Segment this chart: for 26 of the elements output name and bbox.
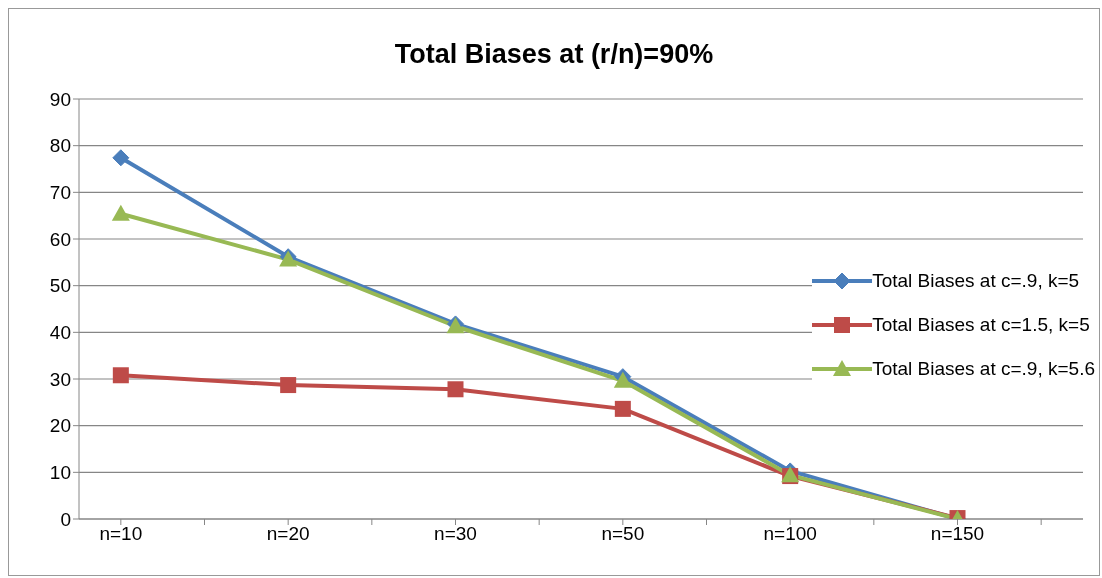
y-tick-label: 20: [49, 415, 71, 437]
y-tick-label: 0: [60, 508, 71, 530]
y-tick-label: 70: [49, 182, 71, 204]
y-tick-label: 30: [49, 368, 71, 390]
y-tick-label: 90: [49, 88, 71, 110]
x-tick-label: n=50: [601, 523, 645, 545]
legend-label: Total Biases at c=.9, k=5: [872, 270, 1080, 292]
y-tick-label: 40: [49, 322, 71, 344]
point: [447, 381, 464, 398]
point: [112, 367, 129, 384]
x-tick-label: n=150: [930, 523, 985, 545]
x-tick-label: n=30: [434, 523, 477, 545]
point: [280, 377, 297, 394]
x-tick-label: n=20: [266, 523, 310, 545]
point: [111, 204, 130, 221]
x-tick-label: n=10: [99, 523, 143, 545]
y-tick-label: 50: [49, 275, 71, 297]
point: [112, 149, 130, 167]
point: [614, 400, 631, 417]
legend-label: Total Biases at c=1.5, k=5: [872, 314, 1090, 336]
y-tick-label: 60: [49, 228, 71, 250]
legend-label: Total Biases at c=.9, k=5.6: [872, 358, 1095, 380]
chart-title: Total Biases at (r/n)=90%: [393, 39, 715, 71]
x-tick-label: n=100: [763, 523, 817, 545]
y-tick-label: 80: [49, 135, 71, 157]
y-tick-label: 10: [49, 462, 71, 484]
